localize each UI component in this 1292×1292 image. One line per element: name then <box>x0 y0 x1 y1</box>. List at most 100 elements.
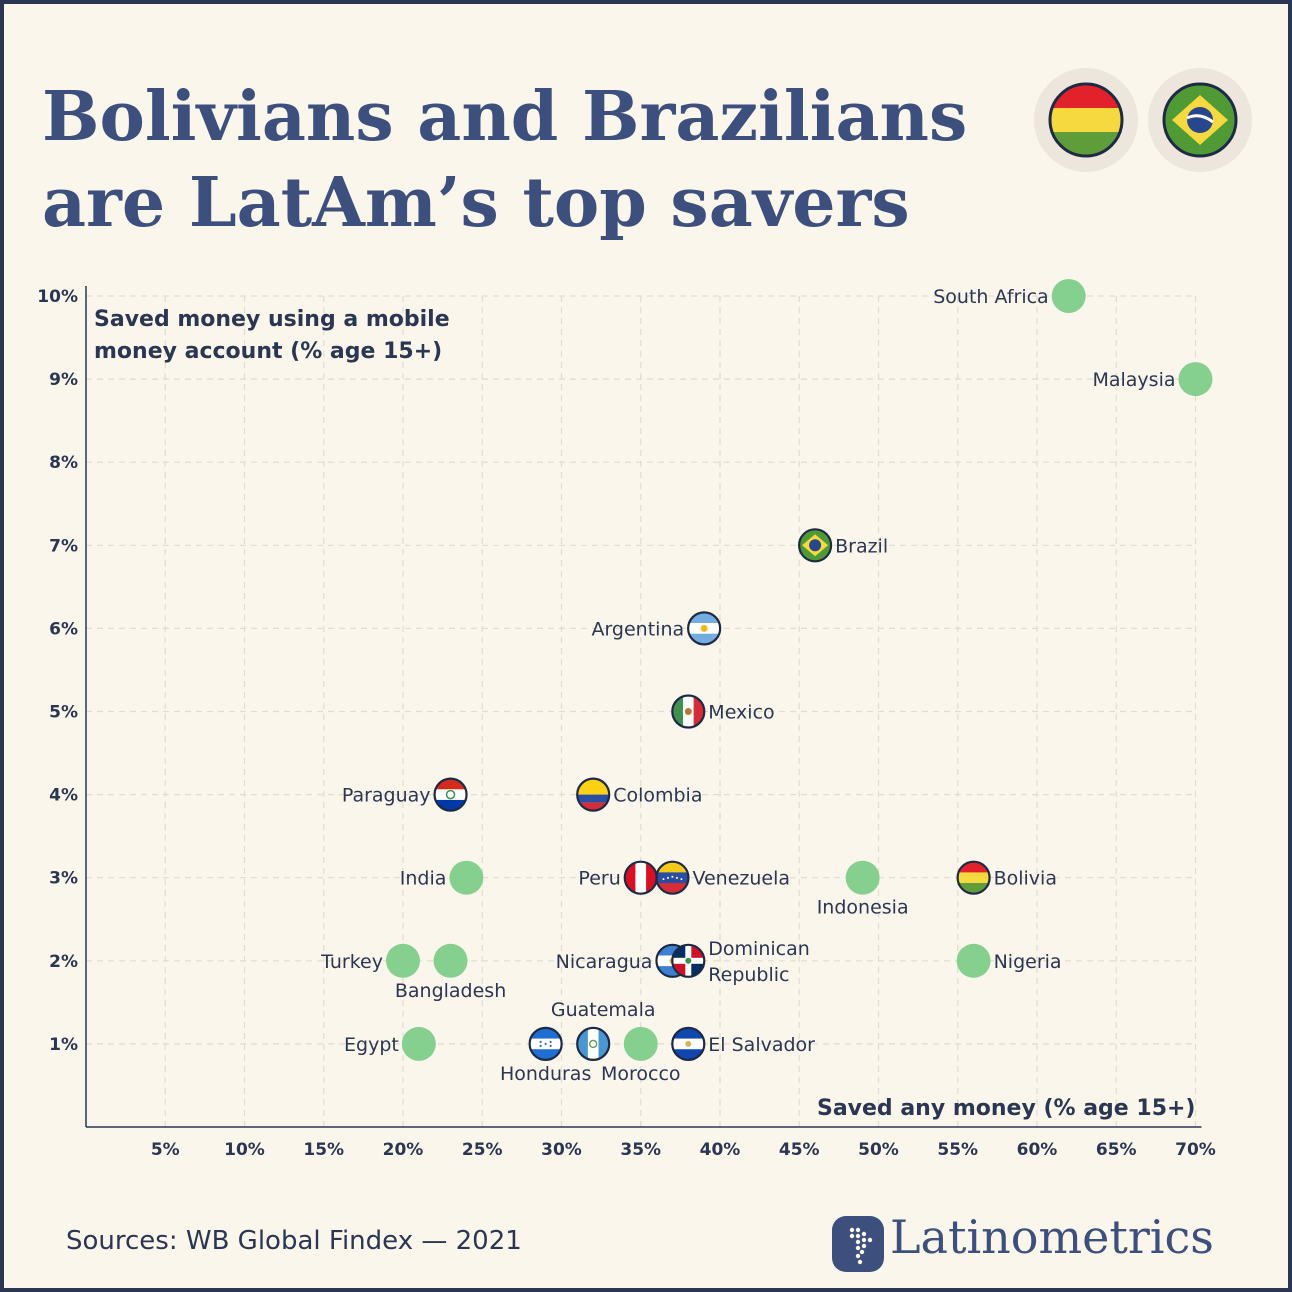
point-label-paraguay: Paraguay <box>342 785 431 807</box>
point-label-peru: Peru <box>578 868 620 890</box>
point-label-turkey: Turkey <box>320 951 383 973</box>
x-tick-label: 65% <box>1096 1140 1137 1160</box>
x-tick-label: 20% <box>383 1140 424 1160</box>
point-label-south-africa: South Africa <box>933 286 1048 308</box>
y-tick-label: 10% <box>37 287 78 307</box>
mexico-flag-icon <box>671 694 706 729</box>
y-tick-label: 3% <box>49 869 78 889</box>
brazil-flag-icon <box>797 528 833 563</box>
sources-note: Sources: WB Global Findex — 2021 <box>66 1226 522 1256</box>
y-tick-label: 2% <box>49 952 78 972</box>
venezuela-flag-icon <box>655 860 690 895</box>
y-axis-label-line-2: money account (% age 15+) <box>94 339 442 364</box>
point-bolivia: Bolivia <box>956 860 1057 895</box>
honduras-flag-icon <box>528 1026 563 1062</box>
marker-egypt <box>401 1026 436 1061</box>
point-label-dominican-republic: Dominican <box>708 938 810 960</box>
bolivia-flag-icon <box>1034 68 1138 172</box>
x-tick-label: 40% <box>700 1140 741 1160</box>
x-tick-label: 35% <box>620 1140 661 1160</box>
point-label-malaysia: Malaysia <box>1092 369 1175 391</box>
point-venezuela: Venezuela <box>655 860 790 895</box>
point-argentina: Argentina <box>591 611 722 646</box>
point-label-bangladesh: Bangladesh <box>395 980 506 1002</box>
point-colombia: Colombia <box>576 777 702 812</box>
point-morocco: Morocco <box>601 1026 681 1085</box>
brand-logo: Latinometrics <box>832 1208 1252 1282</box>
point-malaysia: Malaysia <box>1092 362 1213 397</box>
x-tick-label: 25% <box>462 1140 503 1160</box>
y-tick-label: 9% <box>49 370 78 390</box>
point-mexico: Mexico <box>671 694 775 729</box>
dominican-republic-flag-icon <box>671 943 706 978</box>
marker-morocco <box>623 1026 658 1061</box>
point-brazil: Brazil <box>797 528 888 563</box>
paraguay-flag-icon <box>433 777 468 812</box>
point-guatemala: Guatemala <box>551 999 656 1062</box>
point-egypt: Egypt <box>344 1026 436 1061</box>
y-tick-label: 5% <box>49 703 78 723</box>
y-tick-label: 1% <box>49 1035 78 1055</box>
point-label-nigeria: Nigeria <box>994 951 1062 973</box>
x-tick-label: 10% <box>224 1140 265 1160</box>
y-tick-label: 7% <box>49 536 78 556</box>
point-label-indonesia: Indonesia <box>817 897 909 919</box>
marker-indonesia <box>845 860 880 895</box>
point-label-mexico: Mexico <box>708 702 774 724</box>
point-peru: Peru <box>578 860 658 895</box>
x-tick-label: 5% <box>151 1140 180 1160</box>
y-axis-label-line-1: Saved money using a mobile <box>94 307 450 332</box>
point-label-colombia: Colombia <box>613 785 702 807</box>
marker-bangladesh <box>433 943 468 978</box>
point-bangladesh: Bangladesh <box>395 943 506 1002</box>
marker-india <box>449 860 484 895</box>
point-nigeria: Nigeria <box>956 943 1062 978</box>
y-tick-label: 8% <box>49 453 78 473</box>
y-tick-label: 6% <box>49 619 78 639</box>
x-tick-label: 15% <box>303 1140 344 1160</box>
x-tick-label: 45% <box>779 1140 820 1160</box>
point-india: India <box>400 860 484 895</box>
point-label-brazil: Brazil <box>835 535 888 557</box>
point-label-morocco: Morocco <box>601 1063 681 1085</box>
guatemala-flag-icon <box>576 1026 611 1062</box>
point-indonesia: Indonesia <box>817 860 909 919</box>
scatter-chart: 5% 10% 15% 20% 25% 30% 35% 40% 45% 50% 55% 60% 65% 70… <box>37 279 1216 1160</box>
page-title: Bolivians and Brazilians are LatAm’s top… <box>42 77 968 243</box>
point-el-salvador: El Salvador <box>671 1026 815 1062</box>
point-label-guatemala: Guatemala <box>551 999 656 1021</box>
latinometrics-logo-icon <box>832 1216 884 1272</box>
x-tick-label: 55% <box>937 1140 978 1160</box>
point-label-bolivia: Bolivia <box>994 868 1057 890</box>
brazil-flag-icon <box>1148 68 1252 172</box>
x-tick-label: 50% <box>858 1140 899 1160</box>
marker-nigeria <box>956 943 991 978</box>
x-axis-label: Saved any money (% age 15+) <box>817 1096 1196 1121</box>
x-tick-label: 30% <box>541 1140 582 1160</box>
el-salvador-flag-icon <box>671 1026 706 1062</box>
peru-flag-icon <box>623 860 658 895</box>
bolivia-flag-icon <box>956 860 991 895</box>
point-label-dominican-republic: Republic <box>708 964 789 986</box>
point-label-argentina: Argentina <box>591 618 684 640</box>
marker-south-africa <box>1051 279 1086 313</box>
brand-name: Latinometrics <box>890 1210 1214 1264</box>
point-honduras: Honduras <box>500 1026 591 1085</box>
argentina-flag-icon <box>687 611 722 646</box>
x-tick-label: 60% <box>1017 1140 1058 1160</box>
point-label-el-salvador: El Salvador <box>708 1034 815 1056</box>
y-tick-label: 4% <box>49 786 78 806</box>
point-label-venezuela: Venezuela <box>692 868 790 890</box>
point-nicaragua: Nicaragua <box>556 943 690 978</box>
point-label-india: India <box>400 868 447 890</box>
point-south-africa: South Africa <box>933 279 1086 313</box>
point-label-egypt: Egypt <box>344 1034 399 1056</box>
x-tick-label: 70% <box>1175 1140 1216 1160</box>
point-label-nicaragua: Nicaragua <box>556 951 653 973</box>
point-label-honduras: Honduras <box>500 1063 591 1085</box>
point-paraguay: Paraguay <box>342 777 468 812</box>
marker-malaysia <box>1178 362 1213 397</box>
point-dominican-republic: Dominican Republic <box>671 938 810 986</box>
colombia-flag-icon <box>576 777 611 812</box>
